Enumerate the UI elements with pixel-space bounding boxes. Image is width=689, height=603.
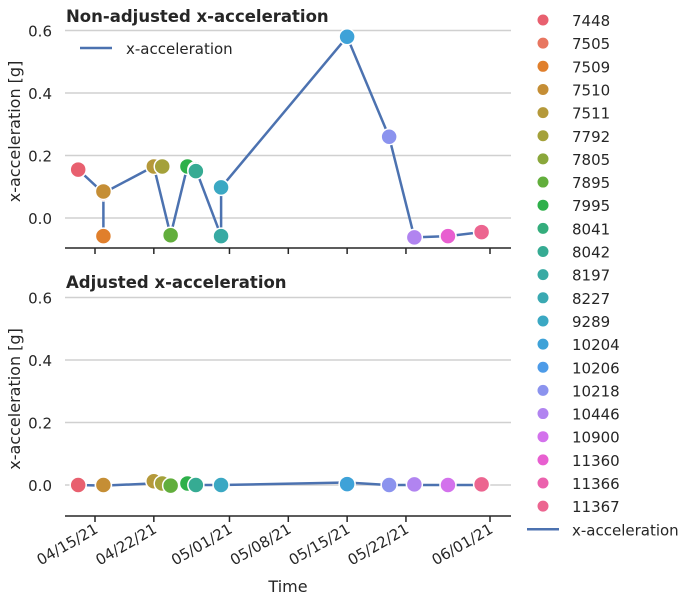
x-tick-label: 05/22/21	[345, 520, 412, 569]
legend-marker-9289	[537, 315, 549, 327]
legend-marker-8041	[537, 222, 549, 234]
y-axis-label: x-acceleration [g]	[5, 328, 24, 470]
legend-label-8041: 8041	[572, 220, 610, 238]
x-tick-label: 04/15/21	[34, 520, 101, 569]
legend-label-11367: 11367	[572, 498, 620, 516]
legend-label-9289: 9289	[572, 313, 610, 331]
y-tick-label: 0.4	[28, 85, 52, 103]
legend-marker-7895	[537, 176, 549, 188]
x-tick-label: 05/08/21	[227, 520, 294, 569]
legend-label-8042: 8042	[572, 244, 610, 262]
y-tick-label: 0.2	[28, 148, 52, 166]
legend-label-7995: 7995	[572, 197, 610, 215]
legend-marker-7995	[537, 199, 549, 211]
legend-label-7510: 7510	[572, 81, 610, 99]
x-tick-label: 05/15/21	[286, 520, 353, 569]
legend-marker-7510	[537, 83, 549, 95]
data-point-9289	[212, 476, 230, 494]
data-point-11367	[472, 475, 491, 494]
legend-marker-11367	[537, 500, 549, 512]
legend-marker-7509	[537, 60, 549, 72]
data-point-10446	[405, 228, 424, 247]
legend-label-8227: 8227	[572, 290, 610, 308]
data-point-11360	[439, 227, 457, 245]
legend-label-10218: 10218	[572, 382, 620, 400]
data-point-10900	[439, 476, 457, 494]
x-tick-label: 05/01/21	[168, 520, 235, 569]
legend-label-7792: 7792	[572, 128, 610, 146]
legend-label-7509: 7509	[572, 58, 610, 76]
data-point-7448	[69, 476, 87, 494]
legend-label-7895: 7895	[572, 174, 610, 192]
legend-line-label-right: x-acceleration	[572, 521, 679, 539]
y-tick-label: 0.0	[28, 210, 52, 228]
y-tick-label: 0.0	[28, 477, 52, 495]
legend-marker-10900	[537, 431, 549, 443]
legend-marker-7505	[537, 37, 549, 49]
legend-marker-10204	[537, 338, 549, 350]
legend-marker-8197	[537, 269, 549, 281]
legend-label-7805: 7805	[572, 151, 610, 169]
legend-marker-10206	[537, 361, 549, 373]
data-point-10204	[338, 475, 356, 493]
legend-label-7505: 7505	[572, 35, 610, 53]
data-point-10446	[405, 475, 424, 494]
panel-title: Adjusted x-acceleration	[66, 273, 287, 292]
data-point-10218	[380, 128, 398, 146]
legend-line-label: x-acceleration	[126, 40, 233, 58]
data-point-9289	[212, 178, 230, 197]
x-axis-label: Time	[267, 577, 307, 596]
data-point-8042	[187, 162, 205, 180]
x-tick-label: 06/01/21	[429, 520, 496, 569]
legend-label-10206: 10206	[572, 359, 620, 377]
legend-label-11366: 11366	[572, 475, 620, 493]
data-point-7509	[94, 227, 113, 245]
legend-marker-10446	[537, 408, 549, 420]
legend-label-11360: 11360	[572, 452, 620, 470]
data-point-7510	[94, 476, 113, 494]
legend-marker-8227	[537, 292, 549, 304]
data-point-10218	[380, 476, 398, 494]
panel-title: Non-adjusted x-acceleration	[66, 7, 329, 26]
legend-marker-7511	[537, 107, 549, 119]
y-tick-label: 0.6	[28, 23, 52, 41]
legend-marker-8042	[537, 246, 549, 257]
data-point-7895	[161, 226, 180, 244]
y-tick-label: 0.4	[28, 352, 52, 370]
y-axis-label: x-acceleration [g]	[5, 61, 24, 203]
data-point-11367	[472, 223, 491, 241]
data-point-7792	[153, 157, 171, 176]
legend-label-8197: 8197	[572, 267, 610, 285]
data-point-8042	[187, 476, 205, 494]
legend-label-10900: 10900	[572, 429, 620, 447]
legend-marker-11366	[537, 477, 549, 489]
legend-label-10204: 10204	[572, 336, 620, 354]
legend-marker-7805	[537, 153, 549, 165]
legend-marker-7792	[537, 130, 549, 142]
data-point-8197	[212, 227, 230, 245]
legend-label-7511: 7511	[572, 105, 610, 123]
data-point-7510	[94, 182, 113, 201]
series-line	[77, 35, 482, 239]
y-tick-label: 0.6	[28, 290, 52, 308]
data-point-10204	[338, 28, 356, 46]
data-point-7895	[161, 476, 180, 495]
legend-marker-11360	[537, 454, 549, 466]
legend-marker-10218	[537, 384, 549, 396]
legend-label-10446: 10446	[572, 406, 620, 424]
y-tick-label: 0.2	[28, 415, 52, 433]
data-point-7448	[69, 160, 87, 179]
legend-marker-7448	[537, 14, 549, 26]
x-tick-label: 04/22/21	[92, 520, 159, 569]
legend-label-7448: 7448	[572, 12, 610, 30]
